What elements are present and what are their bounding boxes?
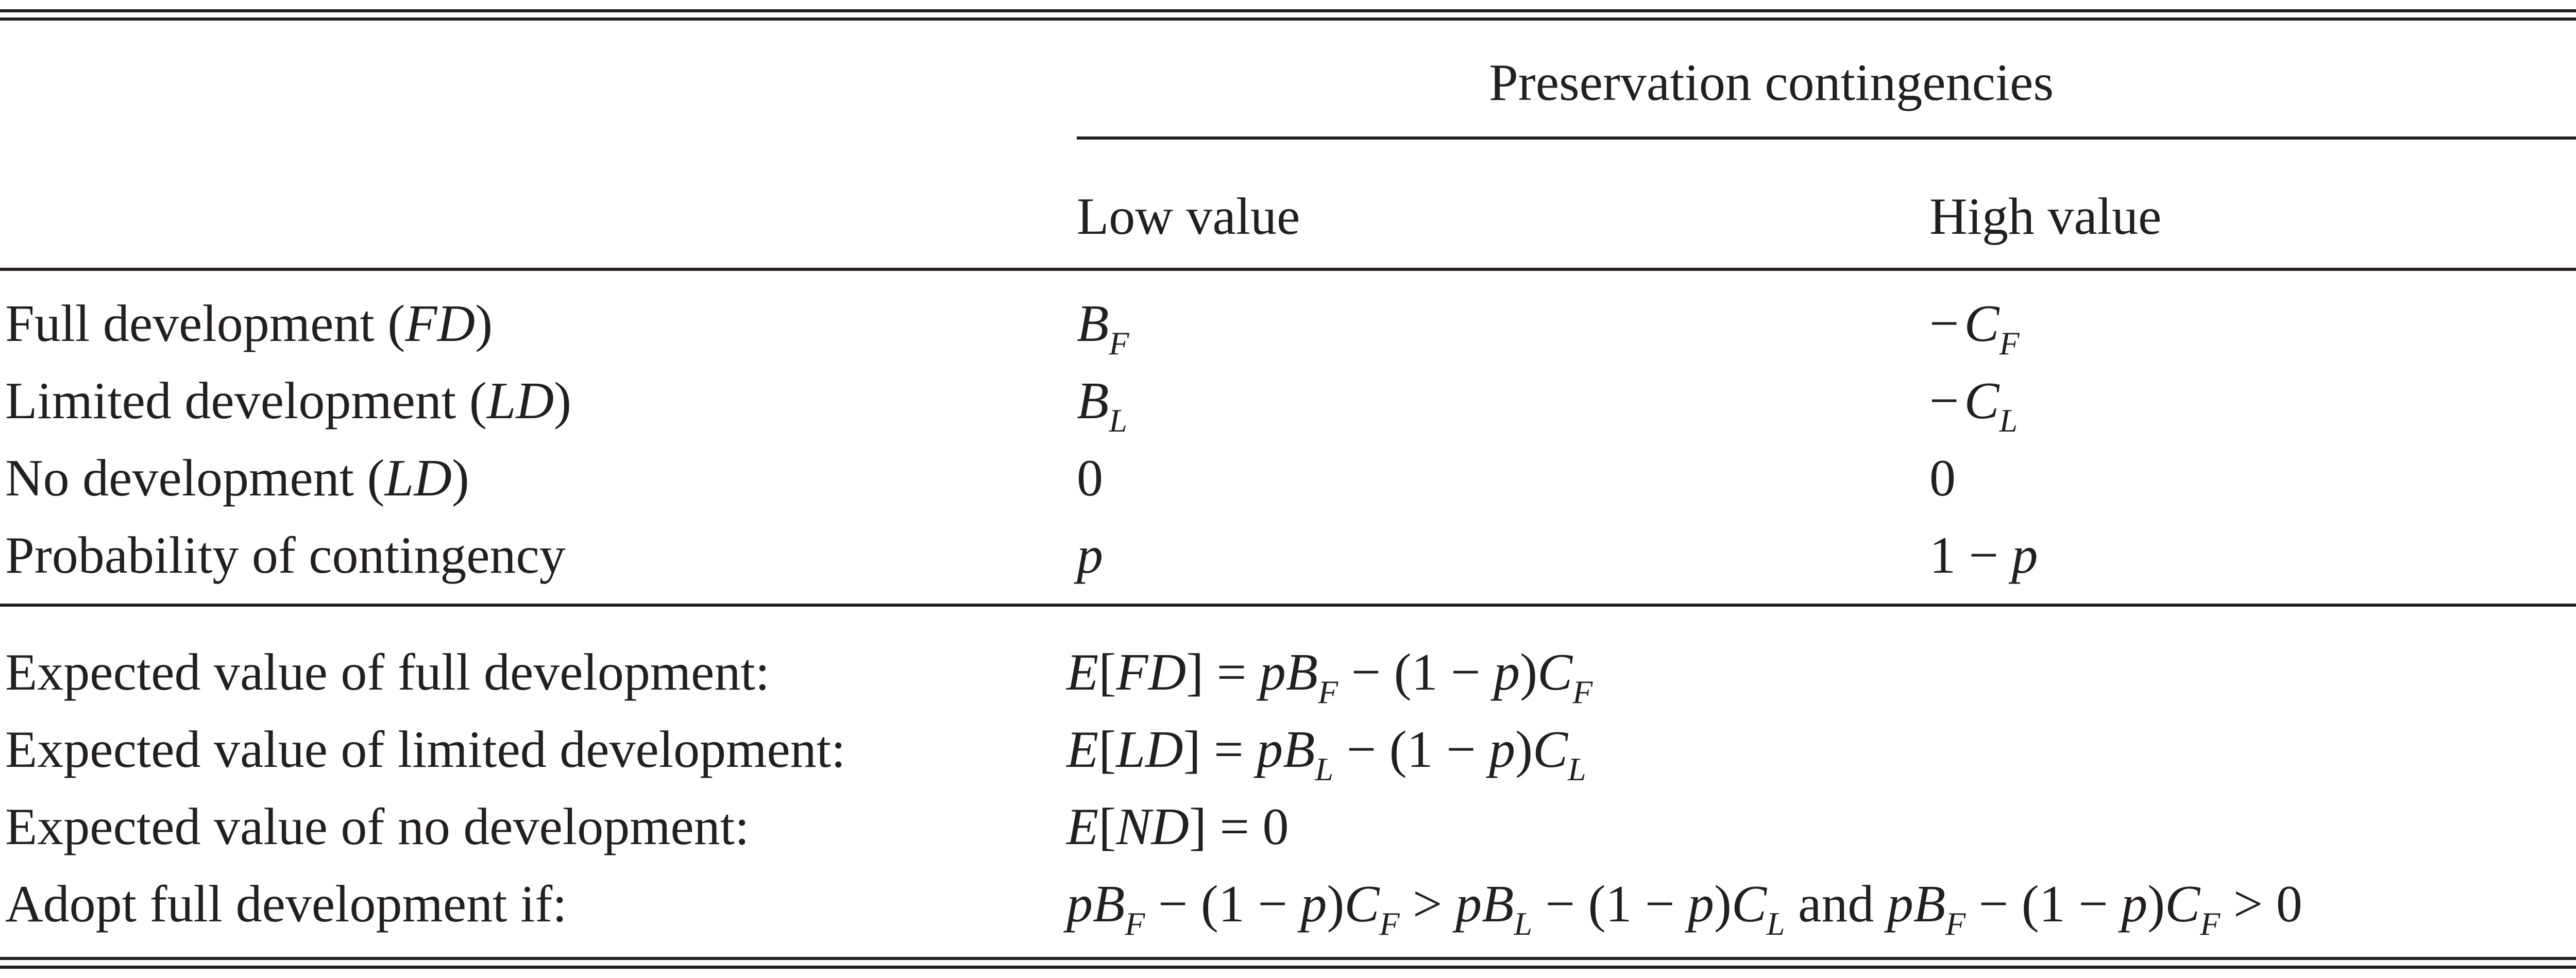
cell-probability-high: 1 − p xyxy=(1929,526,2038,585)
column-header-high: High value xyxy=(1929,187,2162,246)
column-header-low: Low value xyxy=(1077,187,1300,246)
expected-label-adopt: Adopt full development if: xyxy=(5,875,567,933)
cell-probability-low: p xyxy=(1077,526,1103,585)
row-label-full-development: Full development (FD) xyxy=(5,295,493,353)
body-divider-rule xyxy=(0,604,2576,607)
expected-formula-limited: E[LD] = pBL − (1 − p)CL xyxy=(1066,720,1586,787)
expected-formula-none: E[ND] = 0 xyxy=(1066,798,1289,856)
group-header: Preservation contingencies xyxy=(1489,54,2054,112)
column-header-rule xyxy=(0,268,2576,271)
cell-full-high: −CF xyxy=(1929,295,2020,362)
expected-label-full: Expected value of full development: xyxy=(5,643,770,701)
cell-limited-high: −CL xyxy=(1929,372,2018,439)
cell-limited-low: BL xyxy=(1077,372,1127,439)
bottom-rule-1 xyxy=(0,957,2576,960)
cell-full-low: BF xyxy=(1077,295,1129,362)
row-label-limited-development: Limited development (LD) xyxy=(5,372,572,430)
bottom-rule-2 xyxy=(0,966,2576,969)
expected-formula-full: E[FD] = pBF − (1 − p)CF xyxy=(1066,643,1593,710)
cell-no-low: 0 xyxy=(1077,449,1103,507)
top-rule-2 xyxy=(0,18,2576,21)
group-header-rule xyxy=(1077,136,2576,140)
top-rule-1 xyxy=(0,9,2576,12)
row-label-probability: Probability of contingency xyxy=(5,526,566,585)
expected-label-none: Expected value of no development: xyxy=(5,798,750,856)
adopt-condition-formula: pBF − (1 − p)CF > pBL − (1 − p)CL and pB… xyxy=(1066,875,2302,942)
cell-no-high: 0 xyxy=(1929,449,1956,507)
expected-label-limited: Expected value of limited development: xyxy=(5,720,846,779)
row-label-no-development: No development (LD) xyxy=(5,449,469,507)
